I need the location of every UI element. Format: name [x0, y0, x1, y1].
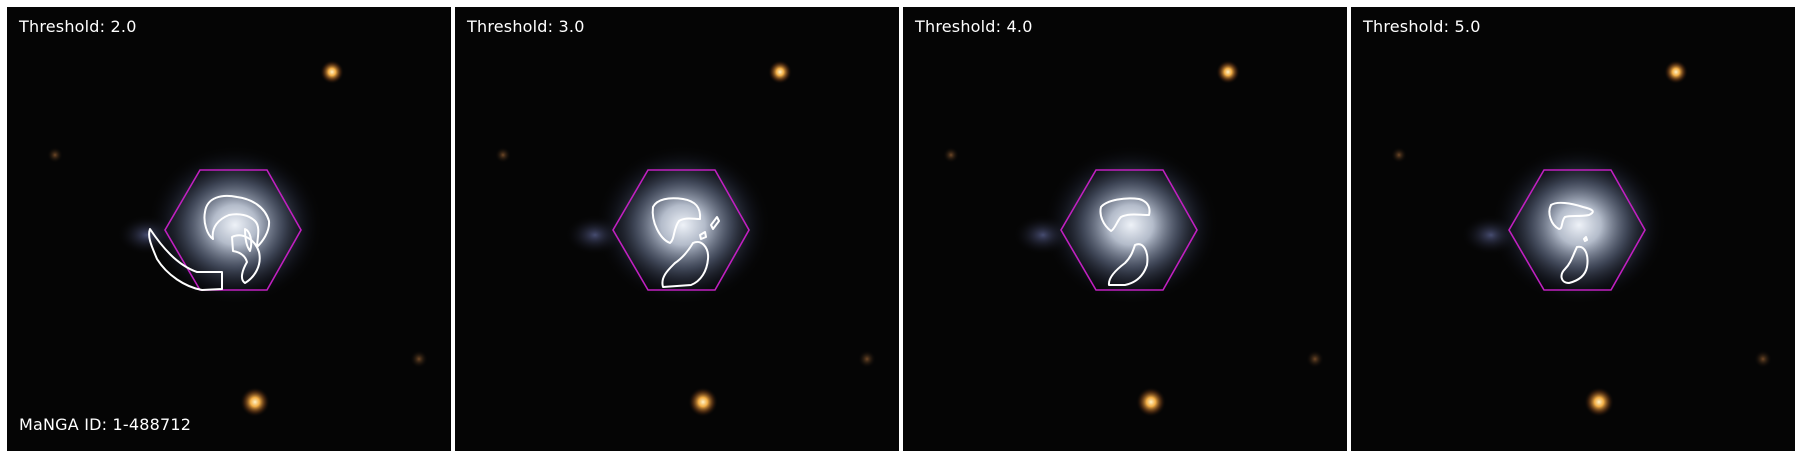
threshold-label: Threshold: 5.0 [1363, 17, 1481, 36]
contour-outline [1099, 197, 1151, 286]
contour-outline [1548, 201, 1594, 284]
star-upper-right [320, 60, 344, 84]
faint-star [858, 350, 876, 368]
galaxy-image [943, 60, 1324, 417]
faint-star [1306, 350, 1324, 368]
faint-star [47, 147, 63, 163]
galaxy-core [147, 145, 323, 305]
faint-star [495, 147, 511, 163]
faint-star [1754, 350, 1772, 368]
galaxy-image [1391, 60, 1772, 417]
faint-star [943, 147, 959, 163]
star-bottom [240, 387, 270, 417]
contour-outline [651, 197, 720, 288]
panel-threshold-3: Threshold: 3.0 [455, 7, 899, 451]
faint-star [410, 350, 428, 368]
threshold-label: Threshold: 4.0 [915, 17, 1033, 36]
panel-threshold-2: Threshold: 2.0 MaNGA ID: 1-488712 [7, 7, 451, 451]
star-bottom [688, 387, 718, 417]
threshold-label: Threshold: 2.0 [19, 17, 137, 36]
ifu-hexagon [612, 169, 750, 291]
contour-outline [148, 194, 271, 291]
star-upper-right [1664, 60, 1688, 84]
manga-id-label: MaNGA ID: 1-488712 [19, 415, 192, 434]
star-bottom [1584, 387, 1614, 417]
faint-star [1391, 147, 1407, 163]
ifu-hexagon [1508, 169, 1646, 291]
galaxy-core [595, 145, 771, 305]
galaxy-core [1043, 145, 1219, 305]
galaxy-image [47, 60, 428, 417]
star-upper-right [768, 60, 792, 84]
ifu-hexagon [1060, 169, 1198, 291]
threshold-label: Threshold: 3.0 [467, 17, 585, 36]
star-upper-right [1216, 60, 1240, 84]
panel-threshold-5: Threshold: 5.0 [1351, 7, 1795, 451]
galaxy-core [1491, 145, 1667, 305]
galaxy-image [495, 60, 876, 417]
panel-threshold-4: Threshold: 4.0 [903, 7, 1347, 451]
star-bottom [1136, 387, 1166, 417]
